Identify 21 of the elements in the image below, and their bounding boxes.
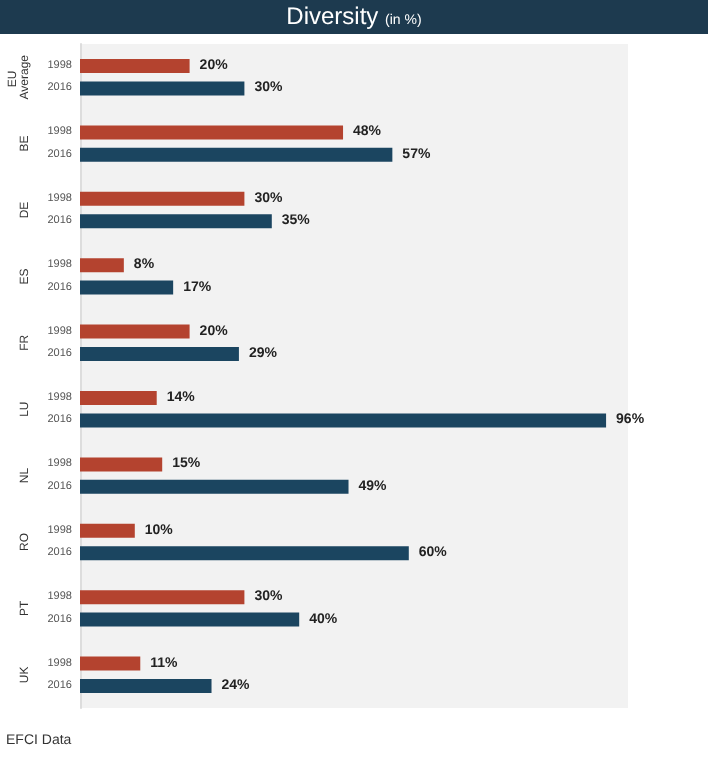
bar xyxy=(80,147,393,162)
bar xyxy=(80,258,124,273)
bar xyxy=(80,125,344,140)
bar xyxy=(80,656,141,671)
bar xyxy=(80,523,135,538)
chart-title: Diversity xyxy=(286,2,379,30)
bar xyxy=(80,81,245,96)
bar xyxy=(80,612,300,627)
bar xyxy=(80,479,349,494)
bar xyxy=(80,391,157,405)
bar xyxy=(80,280,174,295)
bar xyxy=(80,590,245,605)
bar xyxy=(80,546,409,561)
bar xyxy=(80,191,245,206)
bar xyxy=(80,214,272,229)
bar xyxy=(80,324,190,339)
bar xyxy=(80,59,190,73)
bar xyxy=(80,679,212,693)
bar xyxy=(80,457,163,472)
bar xyxy=(80,347,239,361)
bar xyxy=(80,413,607,428)
